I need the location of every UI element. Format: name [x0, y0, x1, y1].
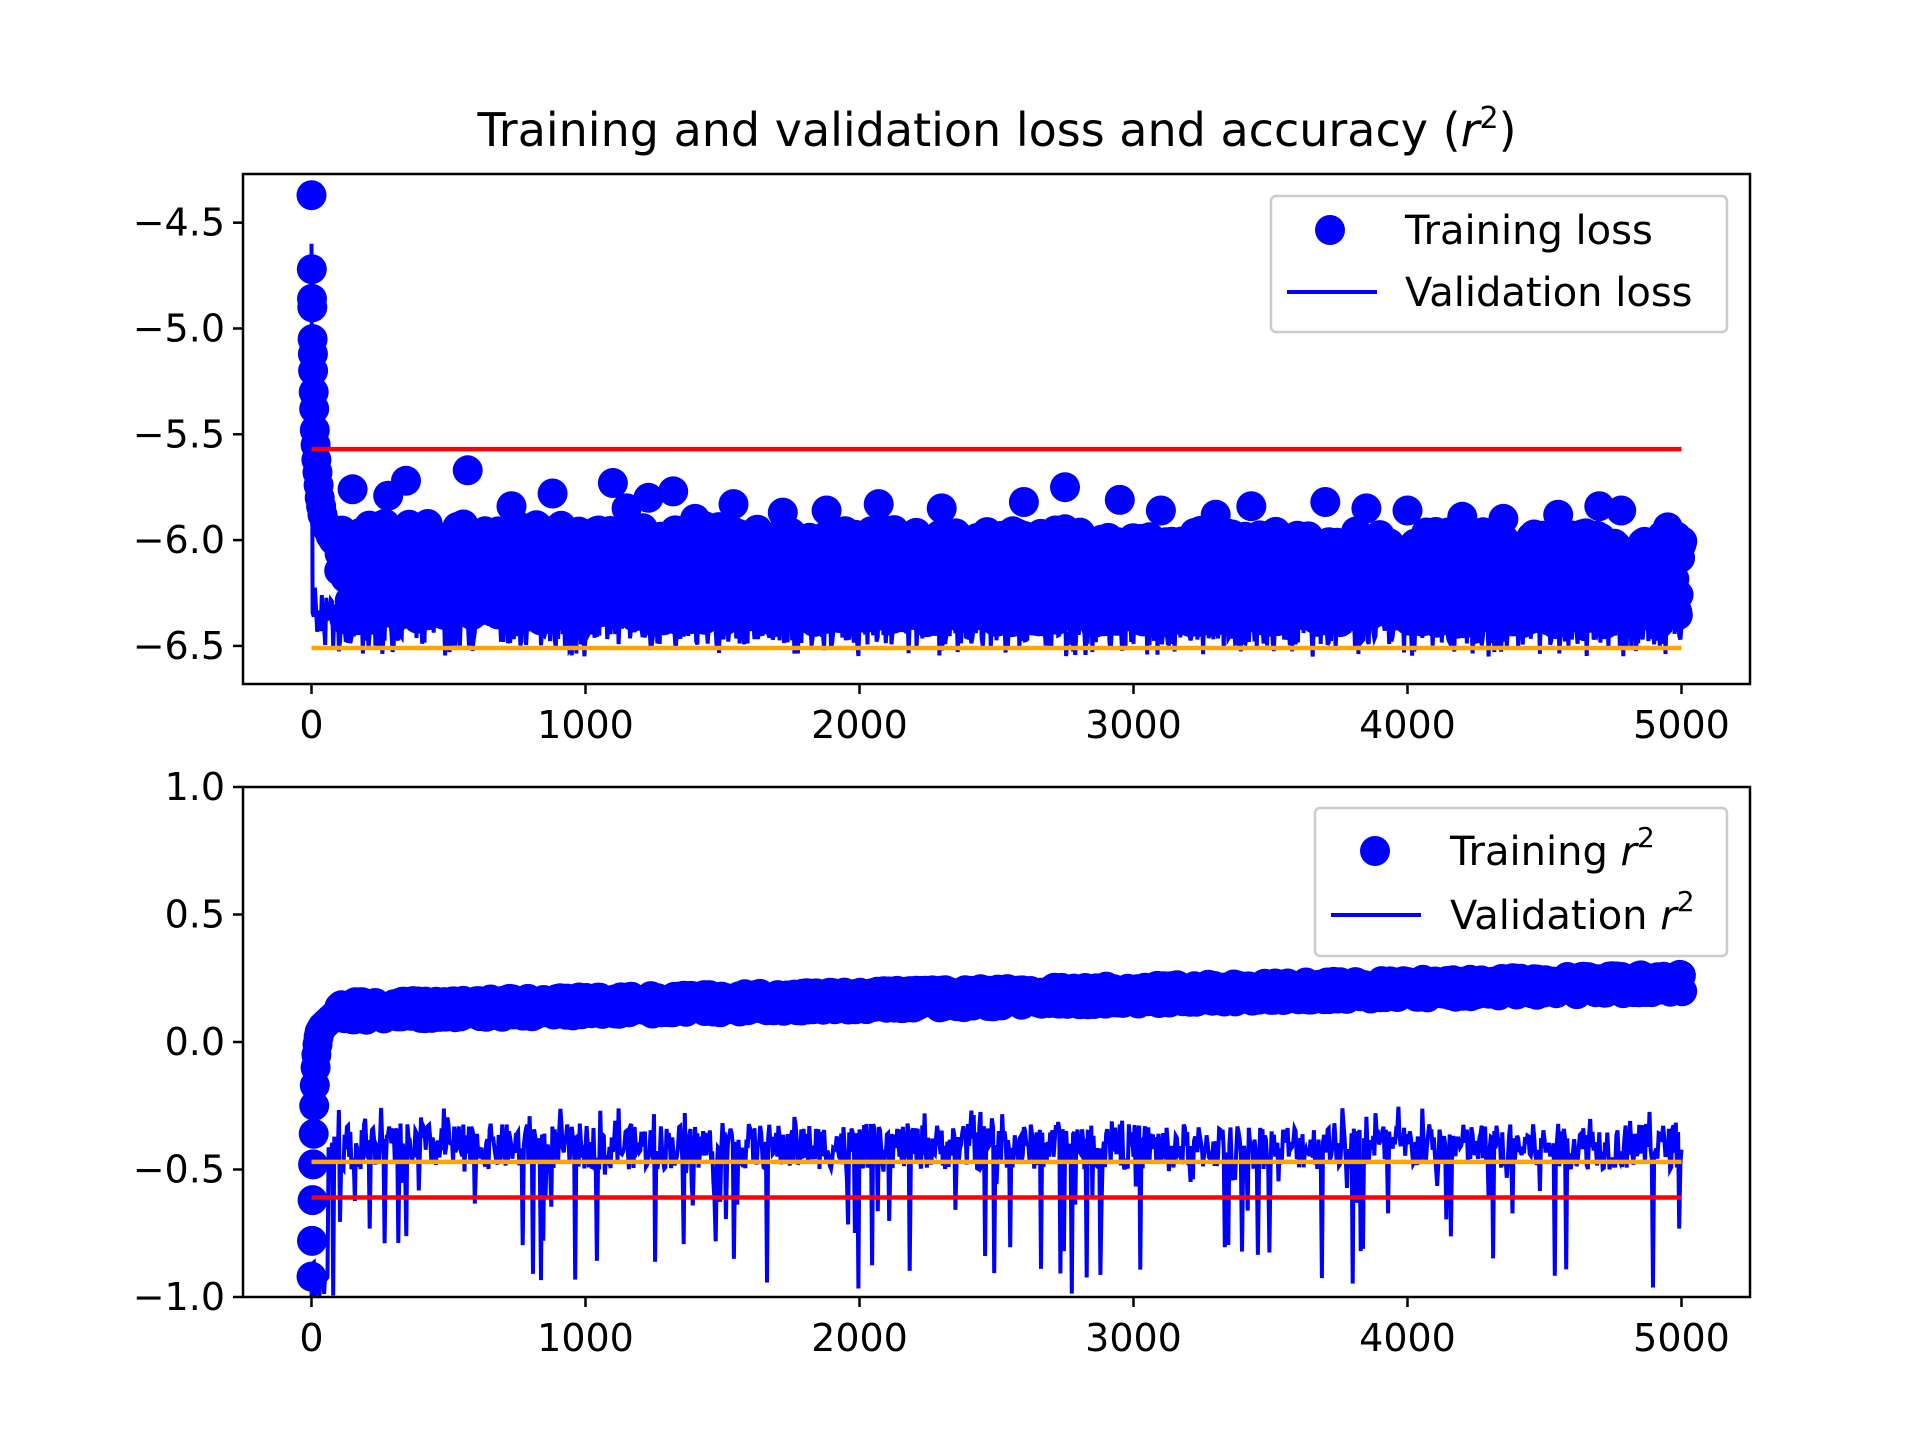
loss-legend-dot-icon: [1315, 215, 1345, 245]
r2-xtick-label: 0: [299, 1316, 323, 1360]
r2-legend: Training r2 Validation r2: [1313, 806, 1729, 958]
loss-training-point: [1666, 529, 1697, 560]
loss-training-point: [597, 468, 628, 498]
loss-training-point: [1050, 472, 1080, 503]
loss-training-point: [680, 503, 711, 534]
loss-training-point: [337, 474, 368, 505]
loss-training-point: [1236, 491, 1267, 522]
loss-training-point: [1606, 495, 1637, 526]
loss-training-point: [296, 180, 327, 211]
r2-legend-training-label: Training r2: [1449, 821, 1655, 875]
loss-xtick-label: 4000: [1359, 703, 1456, 747]
loss-training-point: [391, 465, 421, 496]
loss-validation-line: [309, 243, 1684, 657]
loss-training-point: [658, 476, 689, 507]
r2-xtick-label: 1000: [537, 1316, 634, 1360]
loss-training-point: [452, 455, 483, 486]
loss-xtick-label: 1000: [537, 703, 634, 747]
loss-training-point: [1543, 499, 1574, 530]
loss-training-point: [718, 489, 749, 520]
r2-training-point: [297, 1225, 327, 1256]
loss-legend-box: [1269, 194, 1729, 334]
r2-legend-box: [1313, 806, 1729, 958]
loss-xtick-label: 2000: [811, 703, 908, 747]
loss-legend: Training loss Validation loss: [1269, 194, 1729, 334]
r2-training-point: [298, 1118, 329, 1149]
loss-training-point: [1447, 501, 1478, 532]
loss-xtick-label: 3000: [1085, 703, 1182, 747]
r2-ytick-label: 0.0: [165, 1020, 225, 1064]
loss-training-point: [1488, 503, 1519, 534]
loss-ticks: 0 1000 2000 3000 4000 5000 −4.5 −5.0 −5.5 −6.0 −6.…: [133, 201, 1730, 747]
loss-ytick-label: −6.0: [133, 518, 225, 562]
loss-axes-frame: [241, 172, 1752, 686]
r2-xtick-label: 5000: [1633, 1316, 1730, 1360]
loss-training-point: [767, 497, 798, 528]
loss-plot-area: [296, 180, 1698, 657]
loss-training-point: [496, 491, 527, 522]
r2-ticks: 0 1000 2000 3000 4000 5000 1.0 0.5 0.0 −0.5 −1.0: [133, 765, 1730, 1360]
r2-ytick-label: 0.5: [165, 893, 225, 937]
loss-ytick-label: −5.5: [133, 412, 225, 456]
loss-panel: 0 1000 2000 3000 4000 5000 −4.5 −5.0 −5.5 −6.0 −6.…: [133, 172, 1752, 747]
r2-panel: 0 1000 2000 3000 4000 5000 1.0 0.5 0.0 −0.5 −1.0 T…: [133, 765, 1752, 1360]
r2-training-point: [1667, 976, 1698, 1007]
r2-ytick-label: 1.0: [165, 765, 225, 809]
loss-training-point: [299, 393, 330, 424]
loss-ytick-label: −5.0: [133, 306, 225, 350]
r2-training-point: [297, 1185, 328, 1216]
r2-xtick-label: 3000: [1085, 1316, 1182, 1360]
loss-training-point: [811, 495, 842, 526]
loss-training-point: [537, 478, 568, 509]
loss-training-point: [633, 482, 664, 513]
loss-ytick-label: −4.5: [133, 201, 225, 245]
loss-training-point: [1310, 487, 1341, 517]
r2-legend-validation-label: Validation r2: [1450, 885, 1695, 939]
chart-title: Training and validation loss and accurac…: [476, 101, 1516, 157]
loss-training-point: [926, 493, 957, 524]
loss-legend-training-label: Training loss: [1404, 208, 1653, 254]
r2-xtick-label: 2000: [811, 1316, 908, 1360]
loss-legend-validation-label: Validation loss: [1405, 270, 1693, 316]
loss-xtick-label: 0: [299, 703, 323, 747]
r2-legend-dot-icon: [1360, 836, 1390, 866]
loss-training-point: [1351, 493, 1382, 524]
loss-training-point: [1008, 487, 1039, 517]
loss-training-point: [1104, 484, 1135, 515]
loss-xtick-label: 5000: [1633, 703, 1730, 747]
loss-training-point: [1145, 495, 1176, 526]
loss-ytick-label: −6.5: [133, 624, 225, 668]
loss-training-point: [1200, 499, 1231, 530]
loss-training-point: [1392, 495, 1423, 526]
r2-plot-area: [296, 959, 1698, 1297]
r2-ytick-label: −1.0: [133, 1275, 225, 1319]
loss-training-point: [863, 489, 894, 520]
r2-xtick-label: 4000: [1359, 1316, 1456, 1360]
r2-training-point: [298, 1149, 329, 1180]
r2-ytick-label: −0.5: [133, 1148, 225, 1192]
